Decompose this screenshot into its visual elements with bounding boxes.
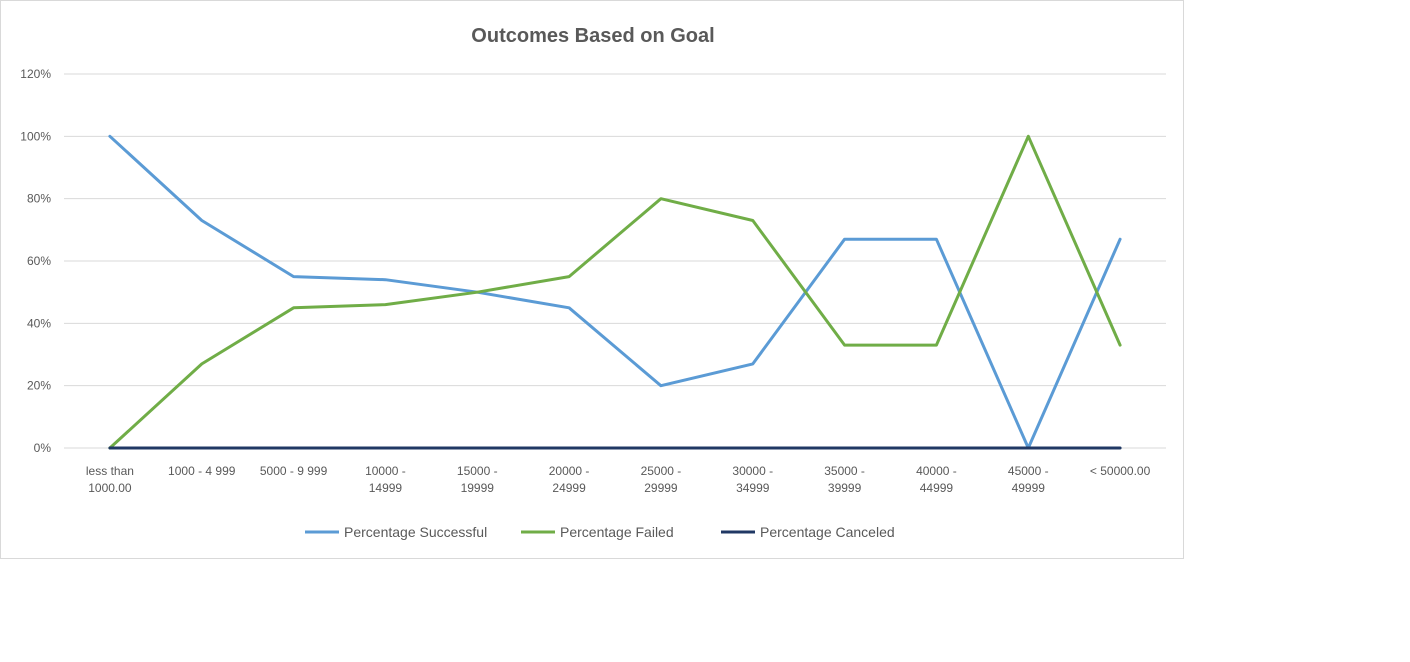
x-axis-ticks: less than 1000.00 1000 - 4 999 5000 - 9 999… (86, 464, 1151, 495)
x-tick-label: 40000 -44999 (916, 464, 957, 495)
legend-label: Percentage Successful (344, 524, 487, 540)
x-tick-label: 15000 -19999 (457, 464, 498, 495)
x-tick-label: 35000 -39999 (824, 464, 865, 495)
legend-label: Percentage Canceled (760, 524, 895, 540)
chart-frame: Outcomes Based on Goal 0% 20% 40% 60% 80% 100… (0, 0, 1184, 559)
x-tick-label: 45000 -49999 (1008, 464, 1049, 495)
y-tick-label: 80% (27, 192, 51, 206)
y-axis-ticks: 0% 20% 40% 60% 80% 100% 120% (20, 67, 51, 455)
legend: Percentage Successful Percentage Failed Pe… (305, 524, 895, 540)
chart-title: Outcomes Based on Goal (471, 25, 714, 47)
line-chart: Outcomes Based on Goal 0% 20% 40% 60% 80% 100… (20, 25, 1166, 540)
x-tick-label: 30000 -34999 (732, 464, 773, 495)
y-tick-label: 20% (27, 379, 51, 393)
x-tick-label: 5000 - 9 999 (260, 464, 328, 478)
x-tick-label: less than 1000.00 (86, 464, 134, 495)
x-tick-label: 1000 - 4 999 (168, 464, 236, 478)
series-line (108, 134, 1122, 450)
y-tick-label: 100% (20, 129, 51, 143)
y-tick-label: 60% (27, 254, 51, 268)
series-line (108, 134, 1122, 450)
y-tick-label: 0% (34, 441, 52, 455)
y-tick-label: 120% (20, 67, 51, 81)
gridlines (64, 73, 1166, 449)
series-lines (108, 134, 1122, 450)
x-tick-label: < 50000.00 (1090, 464, 1151, 478)
x-tick-label: 20000 -24999 (549, 464, 590, 495)
y-tick-label: 40% (27, 316, 51, 330)
x-tick-label: 10000 -14999 (365, 464, 406, 495)
x-tick-label: 25000 -29999 (641, 464, 682, 495)
legend-label: Percentage Failed (560, 524, 674, 540)
